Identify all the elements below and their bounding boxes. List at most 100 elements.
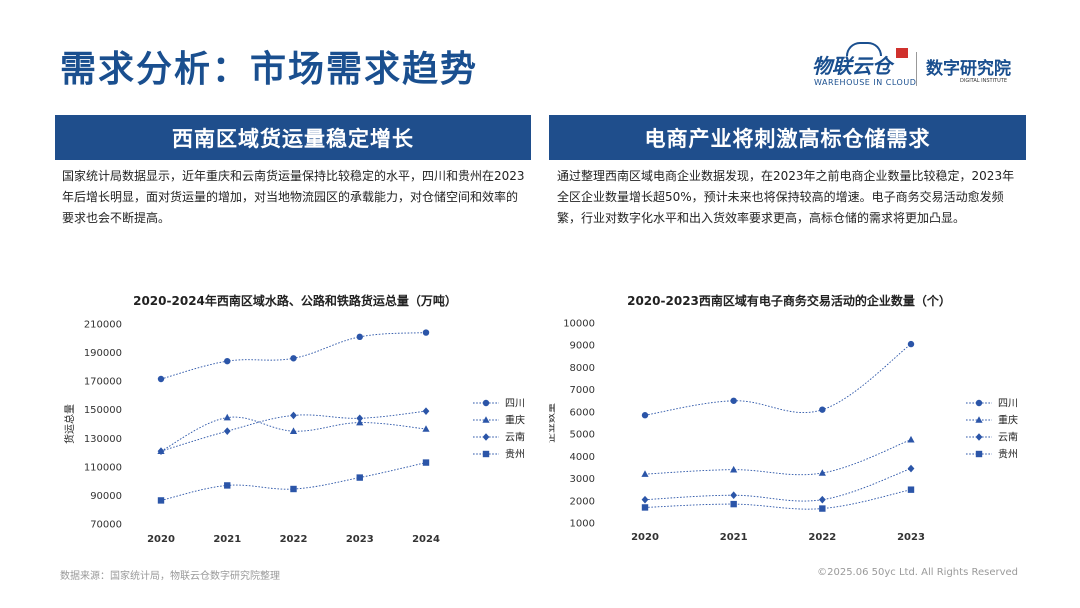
y-tick-label: 70000	[90, 520, 122, 531]
x-tick-label: 2021	[213, 534, 241, 545]
logo-institute: 数字研究院	[926, 59, 1011, 79]
legend-item: 重庆	[966, 414, 1018, 427]
x-tick-label: 2021	[720, 532, 748, 543]
data-point	[907, 435, 915, 443]
series-line	[644, 489, 912, 510]
logo-mark-icon	[896, 48, 908, 58]
data-point	[157, 375, 165, 383]
data-point	[224, 482, 231, 489]
legend-label: 四川	[998, 399, 1018, 410]
ecommerce-chart: 2020-2023西南区域有电子商务交易活动的企业数量（个） 企业数量 1000 2…	[544, 286, 1029, 556]
series-四川	[157, 329, 430, 383]
series-line	[644, 439, 912, 476]
data-point	[289, 427, 298, 434]
legend-item: 重庆	[473, 414, 525, 427]
left-description: 国家统计局数据显示，近年重庆和云南货运量保持比较稳定的水平，四川和贵州在2023…	[62, 169, 525, 225]
legend-marker	[482, 399, 490, 407]
y-tick-label: 150000	[84, 405, 122, 416]
legend-marker	[482, 433, 490, 441]
y-tick-label: 210000	[84, 320, 122, 331]
left-section-banner: 西南区域货运量稳定增长	[55, 115, 531, 160]
legend-label: 重庆	[505, 414, 525, 427]
legend-label: 重庆	[998, 414, 1018, 427]
series-line	[160, 462, 427, 501]
series-line	[644, 343, 912, 416]
logo-brand-sub: WAREHOUSE IN CLOUD	[814, 78, 917, 87]
chart-title: 2020-2024年西南区域水路、公路和铁路货运总量（万吨）	[133, 294, 457, 308]
y-tick-label: 8000	[570, 363, 595, 374]
data-point	[356, 474, 363, 481]
data-point	[730, 465, 738, 473]
series-贵州	[641, 486, 915, 512]
data-point	[730, 491, 738, 500]
series-line	[160, 410, 427, 452]
data-point	[223, 427, 231, 435]
legend-item: 四川	[473, 399, 525, 410]
data-point	[819, 505, 826, 512]
y-tick-label: 170000	[84, 377, 122, 388]
right-section-banner: 电商产业将刺激高标仓储需求	[549, 115, 1026, 160]
data-point	[907, 486, 915, 493]
series-四川	[641, 340, 915, 419]
y-tick-label: 90000	[90, 491, 122, 502]
data-point	[422, 425, 430, 432]
legend-label: 贵州	[998, 448, 1018, 461]
data-point	[641, 412, 649, 419]
data-point	[224, 357, 231, 365]
brand-logo: 物联云仓 WAREHOUSE IN CLOUD 数字研究院 DIGITAL IN…	[812, 42, 1032, 94]
chart-title: 2020-2023西南区域有电子商务交易活动的企业数量（个）	[627, 294, 951, 308]
y-axis-label: 企业数量	[549, 403, 557, 443]
data-point	[818, 495, 826, 504]
series-云南	[641, 464, 915, 504]
legend-label: 四川	[505, 399, 525, 410]
data-point	[422, 459, 430, 466]
data-point	[290, 355, 297, 362]
legend-marker	[975, 399, 983, 407]
data-point	[157, 447, 165, 455]
data-point	[907, 464, 915, 473]
legend-item: 云南	[966, 431, 1018, 444]
data-point	[223, 413, 231, 421]
data-point	[730, 397, 737, 404]
logo-institute-sub: DIGITAL INSTITUTE	[960, 78, 1007, 84]
y-tick-label: 10000	[563, 319, 595, 330]
data-point	[290, 485, 297, 493]
data-point	[290, 411, 297, 420]
legend-label: 云南	[505, 431, 525, 444]
y-tick-label: 110000	[84, 462, 122, 473]
series-重庆	[641, 435, 915, 477]
data-point	[819, 406, 826, 413]
data-point	[907, 340, 915, 348]
data-point	[641, 504, 649, 511]
y-tick-label: 130000	[84, 434, 122, 445]
data-point	[422, 329, 430, 336]
data-point	[818, 469, 826, 476]
legend-item: 贵州	[966, 448, 1018, 461]
legend-marker	[975, 450, 983, 458]
x-tick-label: 2020	[631, 532, 659, 543]
footer-copyright: ©2025.06 50yc Ltd. All Rights Reserved	[817, 567, 1018, 578]
data-point	[422, 407, 430, 415]
series-重庆	[157, 413, 430, 454]
x-tick-label: 2023	[897, 532, 925, 543]
y-tick-label: 7000	[570, 385, 595, 396]
y-tick-label: 4000	[570, 452, 595, 463]
y-tick-label: 5000	[570, 430, 595, 441]
logo-divider	[916, 52, 917, 86]
series-line	[644, 468, 912, 502]
logo-brand: 物联云仓	[812, 54, 892, 78]
data-point	[641, 470, 649, 477]
data-point	[641, 495, 649, 504]
x-tick-label: 2023	[346, 534, 374, 545]
right-description: 通过整理西南区域电商企业数据发现，在2023年之前电商企业数量比较稳定，2023…	[557, 169, 1015, 225]
footer-source: 数据来源：国家统计局，物联云仓数字研究院整理	[60, 571, 280, 582]
y-tick-label: 9000	[570, 341, 595, 352]
legend-marker	[482, 450, 490, 458]
data-point	[356, 414, 364, 423]
legend-marker	[975, 416, 983, 423]
legend-item: 云南	[473, 431, 525, 444]
series-贵州	[157, 459, 430, 504]
x-tick-label: 2020	[147, 534, 175, 545]
freight-chart: 2020-2024年西南区域水路、公路和铁路货运总量（万吨） 货运总量 70000…	[55, 286, 535, 556]
data-point	[356, 333, 363, 341]
